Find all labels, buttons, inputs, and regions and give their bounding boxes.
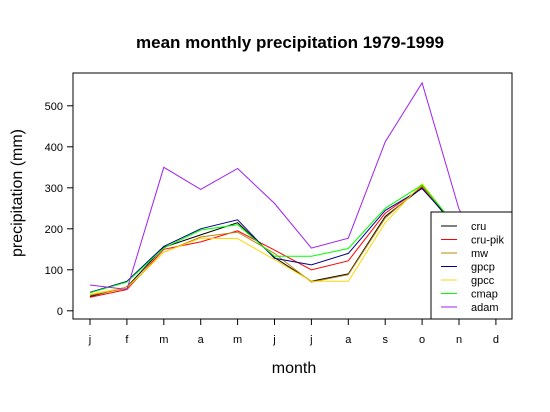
series-line-gpcc [89, 182, 497, 295]
x-axis-title: month [272, 360, 316, 377]
plot-frame [72, 72, 513, 320]
legend-box [430, 211, 513, 320]
y-tick-label: 0 [57, 306, 63, 318]
series-line-gpcp [89, 187, 497, 293]
x-tick-label: j [309, 334, 312, 346]
x-tick-label: m [233, 334, 242, 346]
series-line-cmap [89, 184, 497, 294]
x-tick-label: m [159, 334, 168, 346]
legend-label-gpcp: gpcp [471, 262, 495, 274]
x-tick-label: a [345, 334, 352, 346]
x-tick-label: n [456, 334, 462, 346]
y-axis: 0 100 200 300 400 500 [45, 101, 73, 318]
legend-label-gpcc: gpcc [471, 275, 495, 287]
y-axis-title: precipitation (mm) [9, 129, 26, 257]
legend-label-cmap: cmap [471, 289, 498, 301]
x-tick-label: d [493, 334, 499, 346]
legend-label-cru-pik: cru-pik [471, 235, 505, 247]
series-line-adam [89, 81, 497, 291]
y-tick-label: 400 [45, 142, 63, 154]
series-line-cru-pik [89, 186, 497, 298]
x-tick-label: j [88, 334, 91, 346]
y-tick-label: 100 [45, 265, 63, 277]
legend-label-adam: adam [471, 302, 499, 314]
y-tick-label: 300 [45, 183, 63, 195]
chart-title: mean monthly precipitation 1979-1999 [136, 33, 444, 52]
x-tick-label: s [382, 334, 388, 346]
legend-label-mw: mw [471, 248, 488, 260]
series-lines [89, 81, 497, 298]
x-tick-label: j [272, 334, 275, 346]
x-tick-label: o [419, 334, 425, 346]
x-tick-label: f [125, 334, 129, 346]
y-tick-label: 200 [45, 224, 63, 236]
x-tick-label: a [198, 334, 205, 346]
legend-label-cru: cru [471, 221, 486, 233]
y-tick-label: 500 [45, 101, 63, 113]
